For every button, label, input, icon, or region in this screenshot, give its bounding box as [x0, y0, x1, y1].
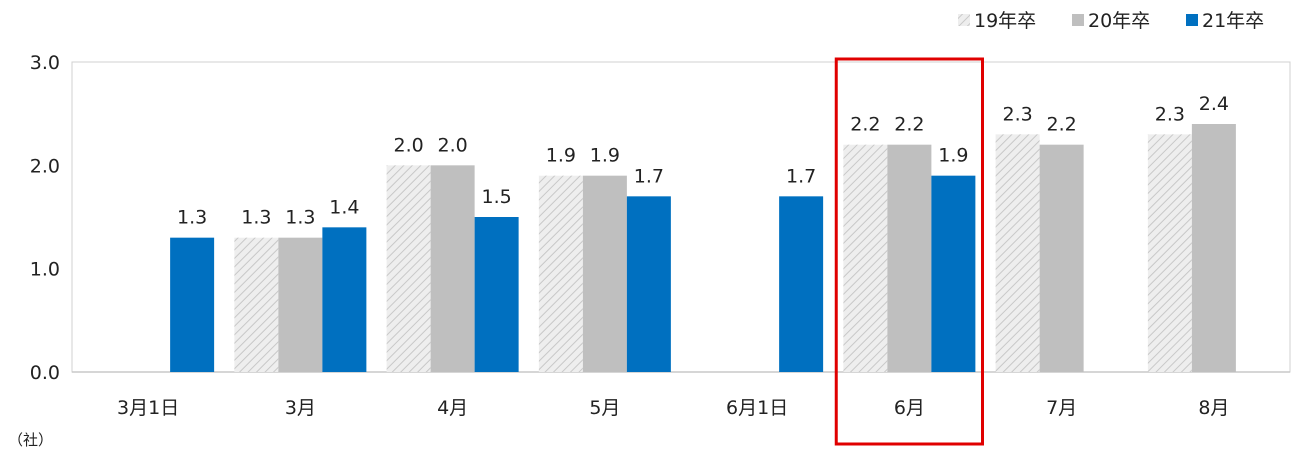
- legend-swatch: [1072, 14, 1084, 26]
- legend-entry: 19年卒: [974, 10, 1036, 32]
- data-label: 1.3: [285, 207, 315, 229]
- bar: [582, 175, 627, 372]
- bar: [474, 217, 519, 372]
- legend-entry: 20年卒: [1088, 10, 1150, 32]
- y-tick-label: 1.0: [30, 259, 60, 281]
- legend-entry: 21年卒: [1202, 10, 1264, 32]
- bar: [931, 175, 976, 372]
- bar: [779, 196, 824, 372]
- bar: [1147, 134, 1192, 372]
- data-label: 2.0: [394, 134, 424, 156]
- x-tick-label: 6月1日: [726, 397, 788, 419]
- y-tick-label: 2.0: [30, 155, 60, 177]
- x-tick-label: 5月: [589, 397, 620, 419]
- x-tick-label: 3月1日: [117, 397, 179, 419]
- bar: [1191, 124, 1236, 372]
- bar: [386, 165, 431, 372]
- y-tick-label: 3.0: [30, 52, 60, 74]
- data-label: 2.2: [894, 114, 924, 136]
- bar: [322, 227, 367, 372]
- data-label: 1.9: [546, 145, 576, 167]
- data-label: 1.9: [938, 145, 968, 167]
- data-label: 2.2: [850, 114, 880, 136]
- bar: [843, 144, 888, 372]
- legend: 19年卒 20年卒 21年卒: [958, 10, 1264, 32]
- bar: [430, 165, 475, 372]
- data-label: 1.3: [241, 207, 271, 229]
- highlight-box: [834, 57, 984, 446]
- data-label: 2.3: [1003, 103, 1033, 125]
- x-tick-label: 6月: [894, 397, 925, 419]
- bar: [1039, 144, 1084, 372]
- y-tick-label: 0.0: [30, 362, 60, 384]
- bar: [234, 237, 279, 372]
- x-tick-label: 7月: [1046, 397, 1077, 419]
- bar: [887, 144, 932, 372]
- data-labels: 1.3 1.3 1.3 1.4 2.0 2.0 1.5 1.9 1.9 1.7 1.7 2.2 2.2 1…: [177, 93, 1229, 229]
- bar: [278, 237, 323, 372]
- bar: [995, 134, 1040, 372]
- data-label: 2.4: [1199, 93, 1229, 115]
- unit-label: （社）: [8, 431, 53, 449]
- data-label: 1.5: [482, 186, 512, 208]
- legend-swatch: [1186, 14, 1198, 26]
- y-axis: 0.0 1.0 2.0 3.0: [30, 52, 60, 384]
- data-label: 2.2: [1047, 114, 1077, 136]
- x-axis: 3月1日 3月 4月 5月 6月1日 6月 7月 8月: [117, 397, 1229, 419]
- x-tick-label: 4月: [437, 397, 468, 419]
- data-label: 1.3: [177, 207, 207, 229]
- bar: [538, 175, 583, 372]
- data-label: 2.0: [438, 134, 468, 156]
- x-tick-label: 8月: [1198, 397, 1229, 419]
- bars: [170, 124, 1236, 372]
- data-label: 1.4: [329, 196, 359, 218]
- x-tick-label: 3月: [285, 397, 316, 419]
- bar: [626, 196, 671, 372]
- highlight-rect: [834, 57, 984, 446]
- data-label: 1.7: [786, 165, 816, 187]
- data-label: 1.9: [590, 145, 620, 167]
- data-label: 2.3: [1155, 103, 1185, 125]
- bar: [170, 237, 215, 372]
- legend-swatch: [958, 14, 970, 26]
- data-label: 1.7: [634, 165, 664, 187]
